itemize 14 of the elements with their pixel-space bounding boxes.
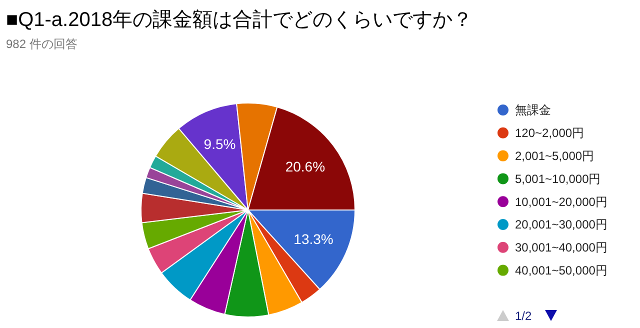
legend-label: 120~2,000円 xyxy=(515,126,584,140)
text: 982 件の回答 xyxy=(6,37,78,51)
text: 1/2 xyxy=(515,309,532,324)
legend-label: 30,001~40,000円 xyxy=(515,240,608,255)
legend-label: 40,001~50,000円 xyxy=(515,264,608,278)
legend-label: 2,001~5,000円 xyxy=(515,149,594,163)
data-label: 9.5% xyxy=(204,136,236,152)
legend-label: 5,001~10,000円 xyxy=(515,172,601,186)
legend-label: 無課金 xyxy=(515,103,551,118)
legend-label: 20,001~30,000円 xyxy=(515,218,608,232)
data-label: 20.6% xyxy=(285,158,326,175)
chart-title: ■Q1-a.2018年の課金額は合計でどのくらいですか？ xyxy=(6,9,473,31)
legend-label: 10,001~20,000円 xyxy=(515,194,608,209)
data-label: 13.3% xyxy=(294,230,334,247)
